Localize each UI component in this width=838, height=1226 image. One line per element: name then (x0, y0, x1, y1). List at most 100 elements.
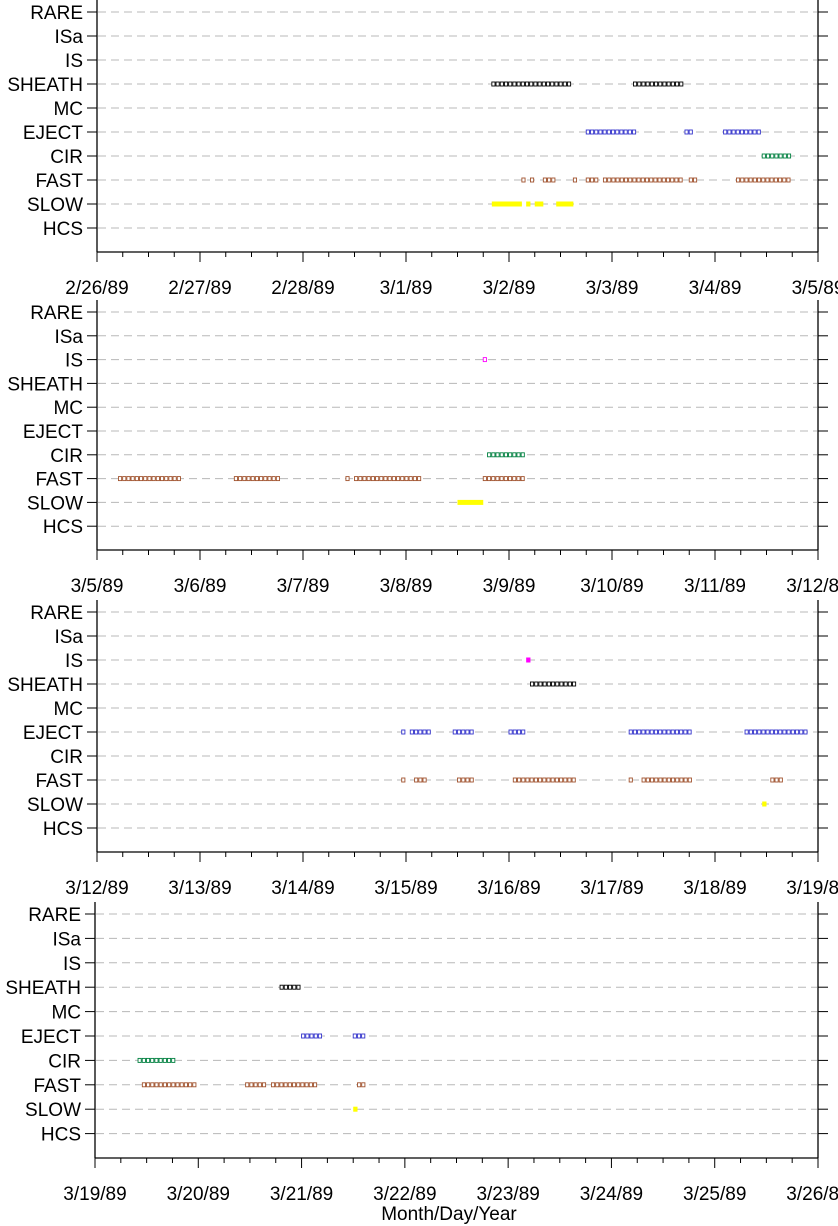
marker (607, 177, 612, 183)
marker (168, 476, 173, 482)
marker (503, 81, 509, 87)
marker (661, 177, 666, 183)
marker (782, 153, 787, 159)
y-tick-label: SLOW (25, 1100, 81, 1121)
marker (517, 777, 522, 783)
marker (345, 476, 350, 482)
marker (379, 476, 384, 482)
marker (533, 81, 538, 87)
marker (555, 681, 560, 687)
x-tick-label: 3/16/89 (477, 878, 540, 899)
y-tick-label: RARE (30, 3, 83, 24)
marker (530, 681, 535, 687)
marker (154, 1057, 159, 1063)
y-tick-label: ISa (54, 327, 83, 348)
data-segment-fast (457, 777, 474, 783)
data-segment-fast (354, 476, 422, 482)
x-tick-label: 3/7/89 (277, 576, 330, 597)
data-segment-is (482, 357, 487, 363)
x-tick-label: 3/21/89 (270, 1184, 333, 1205)
marker (145, 1057, 151, 1063)
marker (164, 476, 169, 482)
data-segment-fast (530, 177, 535, 183)
marker (537, 81, 542, 87)
marker (585, 129, 590, 135)
marker (590, 129, 595, 135)
y-tick-label: IS (65, 651, 83, 672)
marker (615, 129, 620, 135)
marker (520, 81, 525, 87)
y-tick-label: SHEATH (7, 675, 83, 696)
marker (803, 729, 808, 735)
marker (636, 177, 641, 183)
marker (662, 81, 667, 87)
data-segment-slow (491, 201, 522, 207)
marker (461, 777, 466, 783)
y-tick-label: IS (65, 351, 83, 372)
marker (727, 129, 732, 135)
marker (516, 476, 521, 482)
marker (778, 177, 783, 183)
marker (291, 1082, 297, 1088)
marker (666, 777, 671, 783)
marker (670, 177, 675, 183)
x-tick-label: 2/28/89 (271, 278, 334, 299)
marker (408, 476, 413, 482)
marker (761, 153, 766, 159)
x-tick-label: 3/19/89 (63, 1184, 126, 1205)
marker (150, 1082, 155, 1088)
marker (130, 476, 135, 482)
marker (739, 129, 745, 135)
marker (567, 681, 572, 687)
data-segment-sheath (491, 81, 572, 87)
marker (521, 177, 526, 183)
marker (508, 452, 513, 458)
marker (670, 81, 675, 87)
y-tick-label: CIR (48, 1051, 81, 1072)
data-segment-slow (353, 1106, 358, 1112)
marker (658, 729, 663, 735)
marker (512, 777, 517, 783)
marker (572, 681, 577, 687)
data-segment-eject (401, 729, 406, 735)
marker (271, 476, 276, 482)
marker (757, 729, 762, 735)
marker (412, 476, 417, 482)
data-segment-fast (270, 1082, 318, 1088)
x-tick-label: 3/2/89 (483, 278, 536, 299)
marker (558, 81, 563, 87)
marker (275, 1082, 280, 1088)
marker (679, 81, 684, 87)
data-segment-fast (521, 177, 526, 183)
marker (245, 1082, 250, 1088)
marker (761, 729, 766, 735)
x-tick-label: 3/5/89 (71, 576, 124, 597)
marker (538, 777, 543, 783)
marker (786, 729, 791, 735)
marker (782, 177, 787, 183)
marker (563, 777, 568, 783)
marker (179, 1082, 184, 1088)
marker (770, 777, 775, 783)
marker (529, 777, 534, 783)
marker (688, 129, 693, 135)
data-segment-fast (736, 177, 791, 183)
x-tick-label: 2/27/89 (168, 278, 231, 299)
marker (418, 777, 423, 783)
marker (594, 129, 599, 135)
data-segment-slow (457, 499, 484, 505)
marker (495, 452, 500, 458)
marker (786, 177, 791, 183)
marker (503, 452, 508, 458)
marker (611, 177, 616, 183)
marker (158, 1057, 163, 1063)
marker (794, 729, 800, 735)
y-tick-label: IS (63, 954, 81, 975)
marker (687, 777, 692, 783)
marker (162, 1082, 167, 1088)
marker (615, 177, 620, 183)
marker (633, 81, 638, 87)
marker (632, 129, 637, 135)
marker (693, 177, 698, 183)
marker (554, 777, 559, 783)
